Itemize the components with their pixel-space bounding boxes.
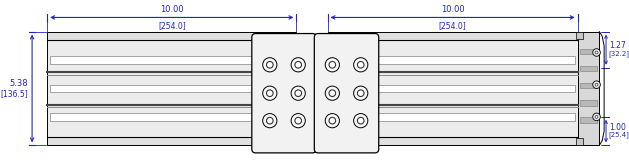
FancyBboxPatch shape bbox=[252, 34, 316, 153]
Circle shape bbox=[353, 114, 368, 128]
Circle shape bbox=[357, 117, 364, 124]
Circle shape bbox=[325, 58, 340, 72]
FancyBboxPatch shape bbox=[314, 34, 379, 153]
Bar bbox=[576, 138, 583, 145]
Bar bbox=[47, 32, 296, 40]
Bar bbox=[579, 100, 598, 105]
Circle shape bbox=[593, 49, 600, 56]
Text: [136.5]: [136.5] bbox=[1, 89, 28, 98]
Text: [32.2]: [32.2] bbox=[609, 50, 629, 57]
Bar bbox=[328, 40, 577, 137]
Bar bbox=[579, 83, 598, 88]
Bar bbox=[50, 85, 294, 92]
Circle shape bbox=[291, 86, 305, 100]
Circle shape bbox=[267, 90, 273, 97]
Circle shape bbox=[263, 58, 277, 72]
Circle shape bbox=[595, 51, 598, 54]
Bar bbox=[47, 137, 296, 145]
Bar bbox=[50, 113, 294, 121]
Circle shape bbox=[263, 114, 277, 128]
Bar bbox=[579, 66, 598, 71]
Circle shape bbox=[595, 116, 598, 118]
Bar bbox=[47, 40, 296, 137]
Circle shape bbox=[295, 62, 301, 68]
Circle shape bbox=[595, 83, 598, 86]
Circle shape bbox=[329, 117, 336, 124]
Circle shape bbox=[295, 117, 301, 124]
Circle shape bbox=[593, 81, 600, 88]
Bar bbox=[330, 85, 575, 92]
Text: [25.4]: [25.4] bbox=[609, 132, 629, 138]
Circle shape bbox=[357, 62, 364, 68]
Circle shape bbox=[353, 58, 368, 72]
Bar bbox=[577, 32, 599, 145]
Circle shape bbox=[267, 117, 273, 124]
Text: 5.38: 5.38 bbox=[9, 79, 28, 88]
Circle shape bbox=[291, 58, 305, 72]
Text: [254.0]: [254.0] bbox=[158, 21, 186, 30]
Circle shape bbox=[353, 86, 368, 100]
Bar bbox=[579, 49, 598, 54]
Text: 10.00: 10.00 bbox=[160, 5, 184, 14]
Circle shape bbox=[357, 90, 364, 97]
Circle shape bbox=[291, 114, 305, 128]
Text: [254.0]: [254.0] bbox=[438, 21, 467, 30]
Circle shape bbox=[325, 86, 340, 100]
Bar bbox=[328, 137, 577, 145]
Text: 10.00: 10.00 bbox=[441, 5, 464, 14]
Circle shape bbox=[295, 90, 301, 97]
Circle shape bbox=[263, 86, 277, 100]
Bar bbox=[330, 113, 575, 121]
Bar bbox=[328, 32, 577, 40]
Circle shape bbox=[593, 113, 600, 121]
Circle shape bbox=[325, 114, 340, 128]
Circle shape bbox=[329, 62, 336, 68]
Bar bbox=[330, 56, 575, 64]
Bar bbox=[579, 117, 598, 123]
Text: 1.27: 1.27 bbox=[609, 41, 626, 50]
Circle shape bbox=[329, 90, 336, 97]
Bar bbox=[576, 32, 583, 39]
Text: 1.00: 1.00 bbox=[609, 123, 626, 132]
Circle shape bbox=[267, 62, 273, 68]
Bar bbox=[50, 56, 294, 64]
